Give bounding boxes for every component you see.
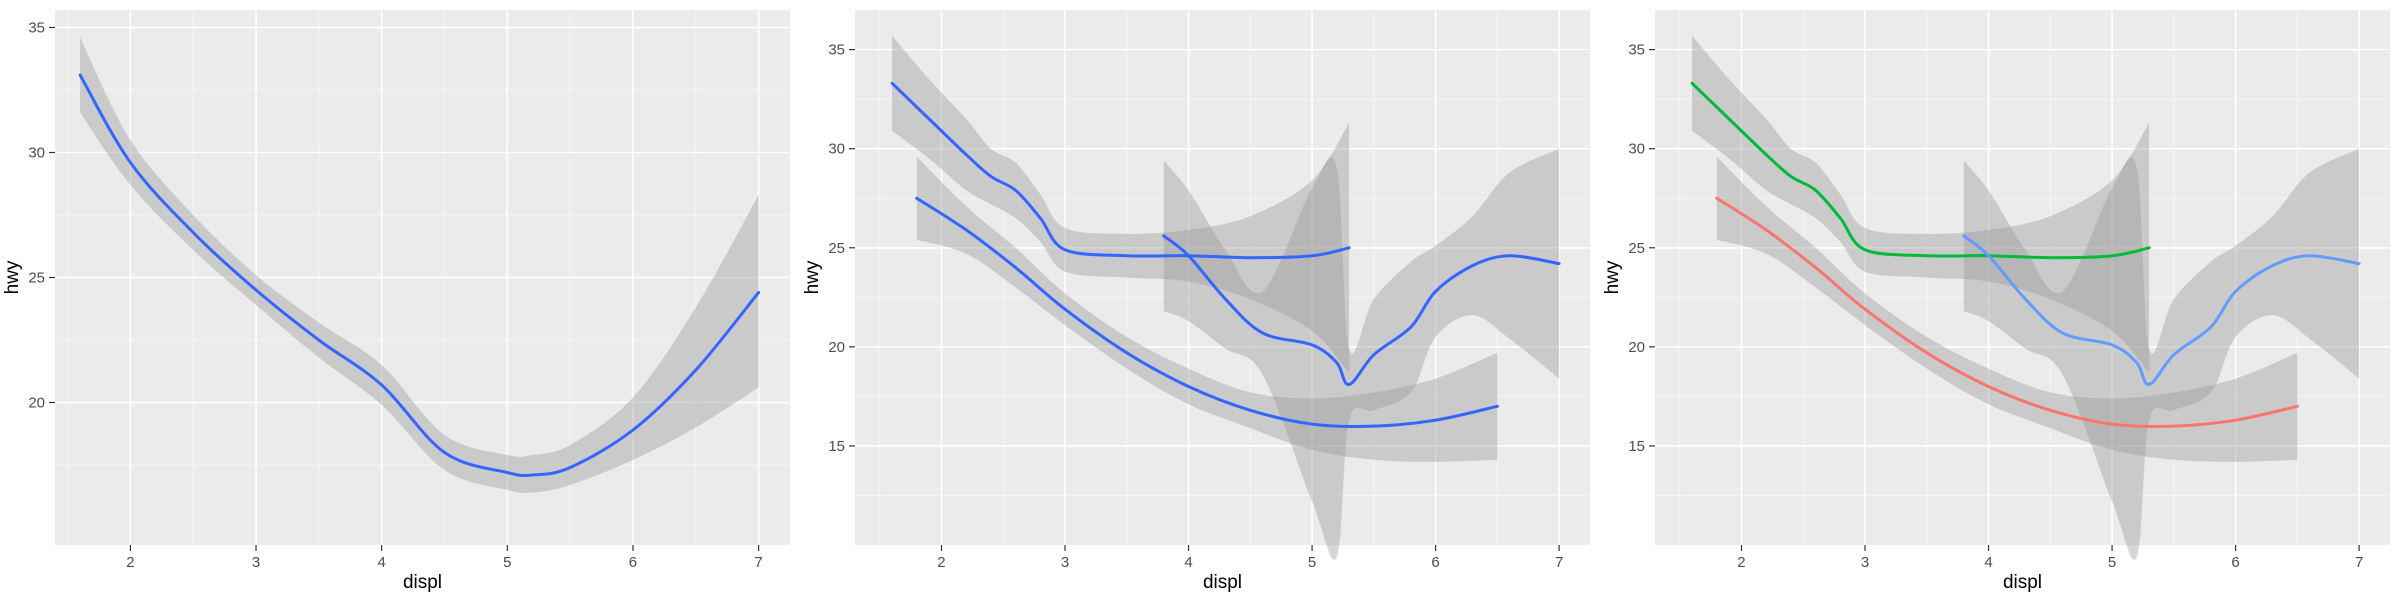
x-tick-label: 6 xyxy=(629,554,637,571)
y-tick-label: 30 xyxy=(828,141,845,158)
x-tick-label: 7 xyxy=(2355,554,2363,571)
confidence-ribbon xyxy=(916,156,1498,462)
x-tick-label: 5 xyxy=(1308,554,1316,571)
confidence-ribbon xyxy=(892,35,1350,373)
y-tick-label: 15 xyxy=(828,438,845,455)
y-tick-label: 35 xyxy=(828,42,845,59)
confidence-ribbon xyxy=(80,37,759,494)
chart-panel-1: 2 3 4 5 6 7 20 25 30 35 displ hwy xyxy=(2,10,790,593)
y-tick-label: 35 xyxy=(1628,42,1645,59)
x-tick-label: 2 xyxy=(126,554,134,571)
y-axis-title: hwy xyxy=(1602,260,1623,294)
y-tick-label: 25 xyxy=(828,240,845,257)
confidence-ribbon xyxy=(1963,148,2360,560)
x-axis-title: displ xyxy=(403,572,442,593)
x-tick-label: 3 xyxy=(1061,554,1069,571)
x-tick-label: 7 xyxy=(1555,554,1563,571)
smooth-line xyxy=(1962,234,2361,386)
x-tick-label: 2 xyxy=(1737,554,1745,571)
x-tick-label: 7 xyxy=(754,554,762,571)
x-tick-label: 4 xyxy=(1984,554,1992,571)
x-tick-label: 4 xyxy=(1184,554,1192,571)
x-tick-label: 2 xyxy=(937,554,945,571)
chart-panel-2: 2 3 4 5 6 7 15 20 25 30 35 displ hwy xyxy=(802,10,1590,593)
y-tick-label: 15 xyxy=(1628,438,1645,455)
y-tick-label: 30 xyxy=(28,145,45,162)
smooth-line xyxy=(78,73,761,478)
confidence-ribbon xyxy=(1692,35,2150,373)
smooth-line xyxy=(890,81,1351,260)
y-axis-title: hwy xyxy=(802,260,823,294)
x-tick-label: 5 xyxy=(503,554,511,571)
y-tick-label: 20 xyxy=(28,395,45,412)
y-axis-title: hwy xyxy=(2,260,23,294)
y-tick-label: 25 xyxy=(1628,240,1645,257)
smooth-line xyxy=(1162,234,1561,386)
y-tick-label: 35 xyxy=(28,20,45,37)
chart-panel-3: 2 3 4 5 6 7 15 20 25 30 35 displ hwy xyxy=(1602,10,2390,593)
y-tick-label: 20 xyxy=(828,339,845,356)
x-tick-label: 6 xyxy=(2231,554,2239,571)
y-tick-label: 30 xyxy=(1628,141,1645,158)
x-tick-label: 6 xyxy=(1431,554,1439,571)
confidence-ribbon xyxy=(1163,148,1560,560)
y-tick-label: 25 xyxy=(28,270,45,287)
smooth-line xyxy=(915,196,1499,428)
x-tick-label: 3 xyxy=(1861,554,1869,571)
smooth-line xyxy=(1690,81,2151,260)
y-tick-label: 20 xyxy=(1628,339,1645,356)
x-tick-label: 3 xyxy=(252,554,260,571)
x-tick-label: 5 xyxy=(2108,554,2116,571)
smooth-line xyxy=(1715,196,2299,428)
x-axis-title: displ xyxy=(1203,572,1242,593)
confidence-ribbon xyxy=(1716,156,2298,462)
x-tick-label: 4 xyxy=(377,554,385,571)
x-axis-title: displ xyxy=(2003,572,2042,593)
